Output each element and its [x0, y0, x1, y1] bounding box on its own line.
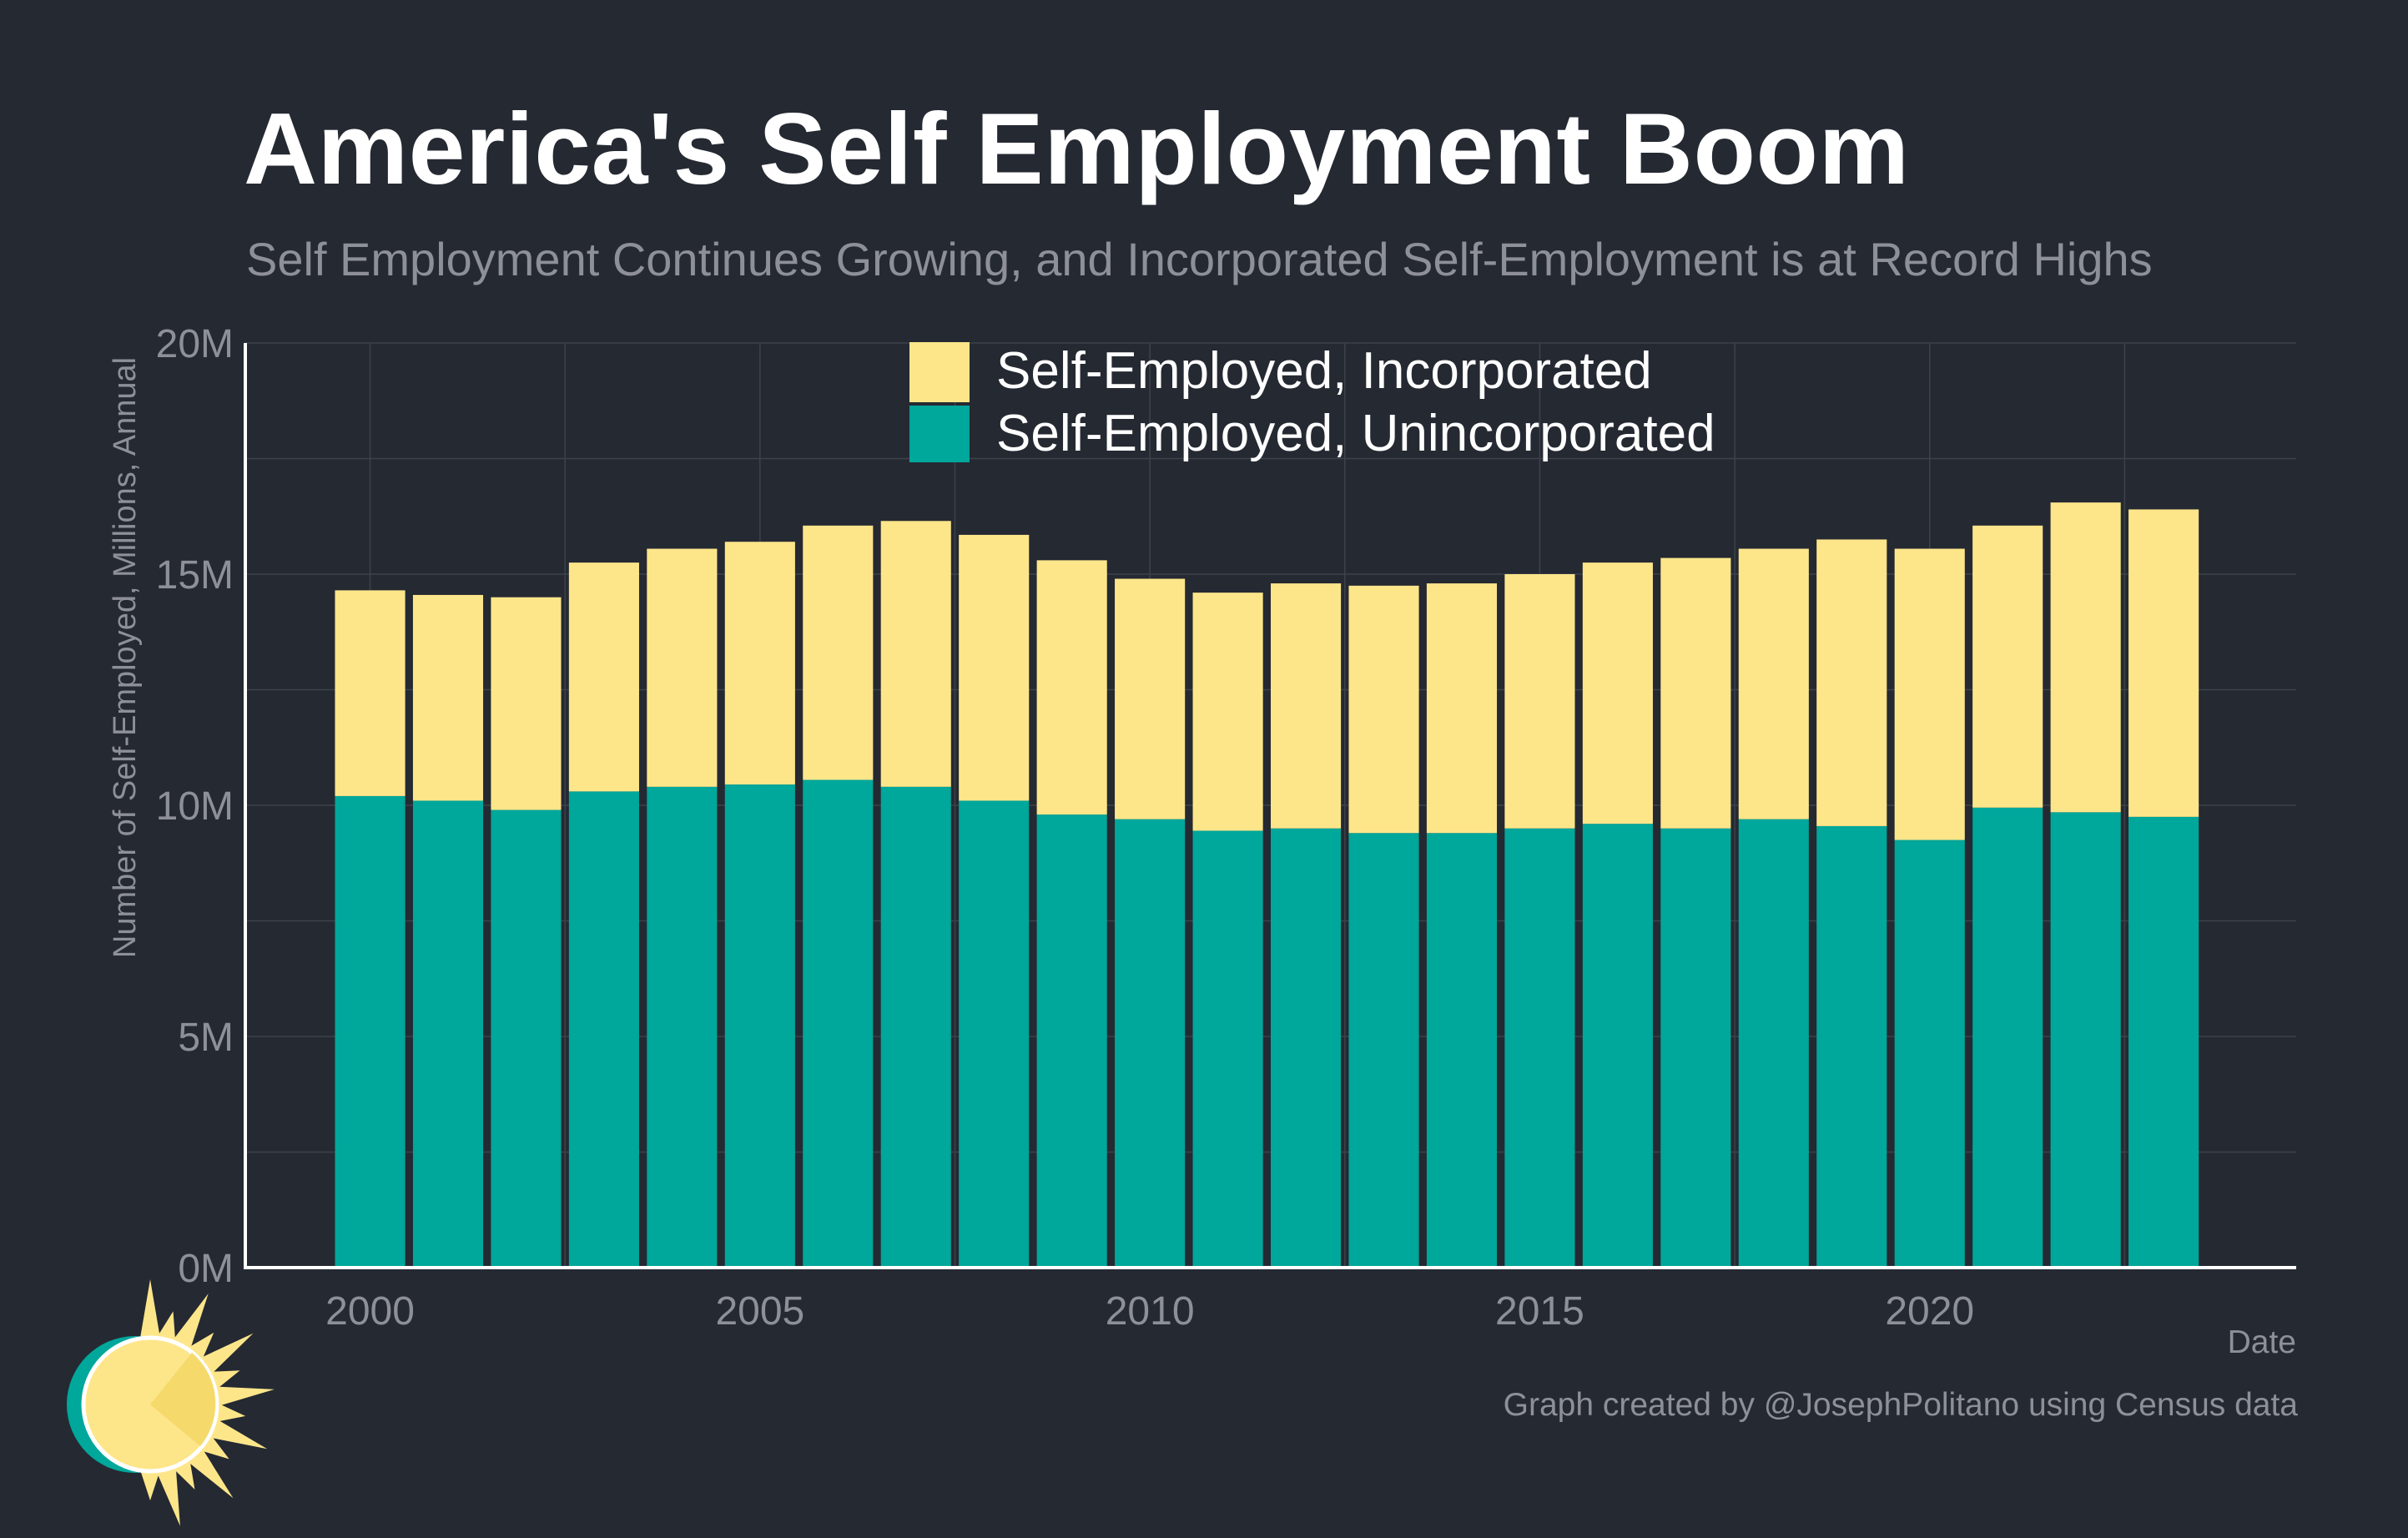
x-axis-label: Date [2228, 1324, 2296, 1360]
sun-ray [197, 1333, 254, 1377]
x-tick-label: 2020 [1885, 1289, 1974, 1334]
sun-logo-wedge [150, 1353, 216, 1446]
legend: Self-Employed, Incorporated Self-Employe… [909, 342, 1715, 462]
y-tick-label: 5M [178, 1016, 234, 1060]
legend-label-unincorporated: Self-Employed, Unincorporated [996, 405, 1715, 462]
bar-unincorporated [412, 800, 484, 1268]
y-tick-label: 20M [156, 322, 234, 366]
y-tick-label: 15M [156, 553, 234, 598]
sun-ray [170, 1293, 209, 1353]
bar-unincorporated [1271, 828, 1342, 1268]
bar-incorporated [2128, 509, 2199, 817]
bar-unincorporated [1582, 824, 1653, 1268]
source-caption: Graph created by @JosephPolitano using C… [1503, 1387, 2298, 1423]
bar-incorporated [1972, 525, 2043, 808]
bar-unincorporated [803, 779, 874, 1268]
bar-unincorporated [1660, 828, 1731, 1268]
sun-logo-icon [67, 1279, 275, 1526]
chart-title: America's Self Employment Boom [244, 92, 1910, 205]
bar-incorporated [1894, 548, 1965, 840]
axes [244, 343, 2296, 1269]
x-tick-label: 2000 [325, 1289, 415, 1334]
bar-incorporated [491, 597, 562, 810]
bar-unincorporated [959, 800, 1030, 1268]
bar-incorporated [880, 521, 951, 787]
sun-ray [155, 1464, 180, 1526]
bar-unincorporated [1348, 833, 1419, 1268]
sun-ray [155, 1311, 176, 1345]
x-tick-label: 2015 [1495, 1289, 1584, 1334]
bar-incorporated [568, 562, 639, 792]
bar-incorporated [1271, 583, 1342, 829]
y-tick-labels: 0M 5M 10M 15M 20M [156, 322, 234, 1291]
bar-incorporated [803, 525, 874, 780]
bar-incorporated [1816, 539, 1887, 826]
bar-incorporated [647, 548, 718, 787]
bar-unincorporated [880, 786, 951, 1268]
y-tick-label: 10M [156, 784, 234, 829]
bar-unincorporated [1192, 830, 1263, 1268]
bar-unincorporated [1036, 814, 1107, 1268]
y-axis-label: Number of Self-Employed, Millions, Annua… [108, 357, 143, 958]
bar-unincorporated [491, 809, 562, 1268]
y-tick-label: 0M [178, 1247, 234, 1291]
bar-incorporated [1738, 548, 1809, 819]
bar-incorporated [412, 594, 484, 801]
bar-unincorporated [568, 791, 639, 1268]
sun-ray [212, 1386, 275, 1408]
sun-ray [212, 1401, 246, 1423]
bar-incorporated [2050, 502, 2121, 813]
bar-incorporated [724, 542, 795, 785]
sun-ray [139, 1279, 161, 1340]
bar-unincorporated [2128, 816, 2199, 1268]
bar-incorporated [1115, 578, 1186, 819]
sun-ray [139, 1469, 161, 1500]
x-tick-label: 2010 [1106, 1289, 1195, 1334]
bar-incorporated [1426, 583, 1498, 834]
sun-ray [206, 1417, 268, 1450]
legend-swatch-incorporated [909, 342, 970, 402]
bar-unincorporated [647, 786, 718, 1268]
bar-incorporated [959, 534, 1030, 801]
x-tick-label: 2005 [715, 1289, 804, 1334]
bar-unincorporated [1972, 807, 2043, 1268]
bar-unincorporated [335, 795, 406, 1268]
sun-ray [184, 1445, 234, 1499]
bar-unincorporated [2050, 812, 2121, 1268]
bar-unincorporated [1738, 819, 1809, 1268]
bar-unincorporated [1426, 833, 1498, 1268]
bar-incorporated [335, 590, 406, 796]
chart-subtitle: Self Employment Continues Growing, and I… [246, 233, 2153, 285]
bar-incorporated [1582, 562, 1653, 824]
legend-label-incorporated: Self-Employed, Incorporated [996, 342, 1652, 400]
legend-swatch-unincorporated [909, 406, 970, 462]
bar-unincorporated [1504, 828, 1575, 1268]
bar-incorporated [1660, 557, 1731, 829]
bar-unincorporated [724, 784, 795, 1268]
bar-incorporated [1036, 560, 1107, 815]
bar-unincorporated [1816, 825, 1887, 1268]
bar-incorporated [1348, 585, 1419, 834]
bars [335, 502, 2199, 1268]
bar-incorporated [1504, 574, 1575, 829]
x-tick-labels: 2000 2005 2010 2015 2020 [325, 1289, 1974, 1334]
bar-unincorporated [1115, 819, 1186, 1268]
bar-incorporated [1192, 593, 1263, 831]
bar-unincorporated [1894, 840, 1965, 1268]
